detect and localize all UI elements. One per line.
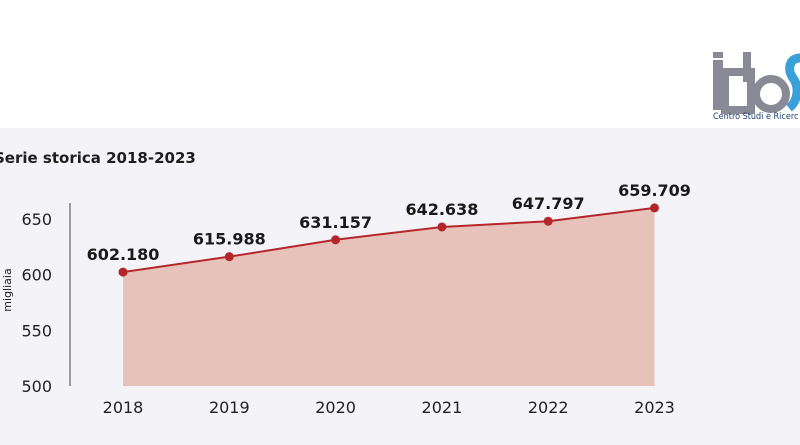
y-tick-label: 600: [21, 266, 52, 285]
data-point: [650, 203, 659, 213]
data-label: 659.709: [618, 181, 691, 200]
data-point: [331, 235, 341, 245]
logo-caption: Centro Studi e Ricerc: [713, 112, 799, 122]
data-label: 602.180: [87, 245, 160, 264]
x-tick-label: 2023: [634, 398, 675, 417]
y-tick-label: 550: [21, 321, 52, 340]
data-label: 631.157: [299, 213, 372, 232]
idos-logo: [705, 50, 800, 125]
x-tick-label: 2018: [103, 398, 144, 417]
y-tick-label: 500: [21, 377, 52, 396]
x-tick-label: 2020: [315, 398, 356, 417]
data-label: 647.797: [512, 194, 585, 213]
data-label: 642.638: [405, 200, 478, 219]
y-tick-label: 650: [21, 210, 52, 229]
data-point: [224, 252, 234, 262]
data-label: 615.988: [193, 230, 266, 249]
data-point: [543, 216, 553, 226]
series-line: [122, 206, 655, 274]
y-axis-label: migliaia: [1, 268, 14, 311]
data-point: [437, 222, 447, 232]
area-fill: [123, 207, 655, 386]
x-tick-label: 2022: [528, 398, 569, 417]
data-point: [118, 267, 128, 277]
chart-title: Serie storica 2018-2023: [0, 149, 196, 167]
x-tick-label: 2019: [209, 398, 250, 417]
x-tick-label: 2021: [422, 398, 463, 417]
